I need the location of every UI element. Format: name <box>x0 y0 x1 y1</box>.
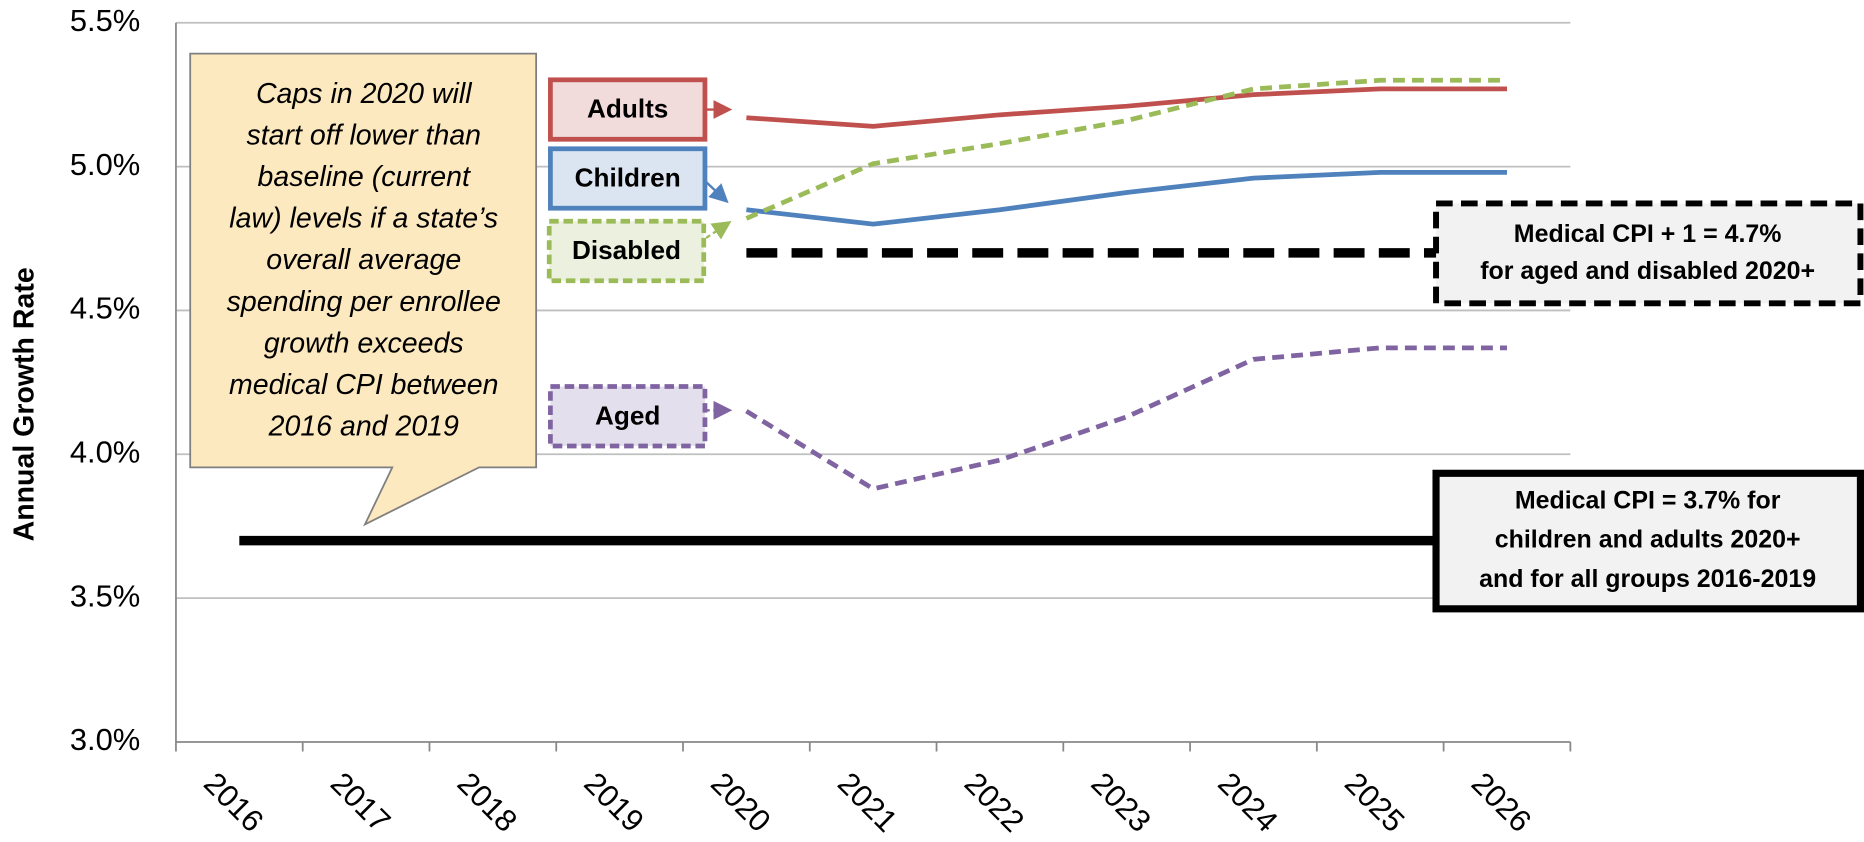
callout-text: Caps in 2020 will <box>256 78 472 110</box>
series-line <box>745 345 1507 492</box>
legend-box <box>548 146 708 211</box>
legend-label: Children <box>575 163 681 193</box>
overlays: Adults Children Disabled Aged Caps in 2020 w… <box>189 52 1864 613</box>
annotation-text: and for all groups 2016-2019 <box>1479 565 1816 593</box>
callout-text: law) levels if a state’s <box>229 203 498 235</box>
callout-text: start off lower than <box>246 119 481 151</box>
y-tick-label: 4.0% <box>70 434 140 469</box>
annotation-box <box>1433 200 1864 307</box>
x-tick-label: 2025 <box>1338 765 1411 838</box>
x-tick-label: 2026 <box>1465 765 1538 838</box>
x-tick-label: 2024 <box>1211 765 1284 838</box>
x-tick-label: 2021 <box>831 765 904 838</box>
legend-label: Aged <box>595 400 660 430</box>
y-tick-label: 4.5% <box>70 291 140 326</box>
y-tick-label: 5.0% <box>70 147 140 182</box>
y-axis-label: Annual Growth Rate <box>9 267 41 541</box>
callout-text: baseline (current <box>258 161 471 193</box>
legend-arrow <box>704 180 729 204</box>
legend-arrow <box>705 221 732 240</box>
annotation-text: children and adults 2020+ <box>1495 526 1801 554</box>
x-tick-label: 2019 <box>577 765 650 838</box>
legend-label: Disabled <box>572 235 681 265</box>
lines <box>239 77 1507 546</box>
callout-text: growth exceeds <box>264 327 464 359</box>
series-line <box>746 86 1507 129</box>
series-line <box>746 169 1507 227</box>
x-tick-label: 2023 <box>1085 765 1158 838</box>
y-tick-label: 3.5% <box>70 578 140 613</box>
callout-text: 2016 and 2019 <box>268 411 459 443</box>
x-tick-label: 2020 <box>704 765 777 838</box>
series-line <box>745 77 1507 221</box>
x-tick-label: 2017 <box>324 765 397 838</box>
legend-box <box>548 384 708 449</box>
annotation-text: Medical CPI = 3.7% for <box>1515 486 1781 514</box>
legend-box <box>546 218 707 284</box>
x-tick-label: 2018 <box>451 765 524 838</box>
annotation-box <box>1432 469 1864 613</box>
y-tick-label: 5.5% <box>70 3 140 38</box>
callout-box <box>189 52 538 527</box>
x-tick-label: 2016 <box>197 765 270 838</box>
legend-label: Adults <box>587 94 668 124</box>
callout-text: spending per enrollee <box>227 286 501 318</box>
x-tick-label: 2022 <box>958 765 1031 838</box>
annotation-text: for aged and disabled 2020+ <box>1480 257 1815 285</box>
annotation-text: Medical CPI + 1 = 4.7% <box>1514 220 1782 248</box>
callout-text: medical CPI between <box>229 369 498 401</box>
callout-text: overall average <box>266 244 461 276</box>
y-tick-label: 3.0% <box>70 722 140 757</box>
